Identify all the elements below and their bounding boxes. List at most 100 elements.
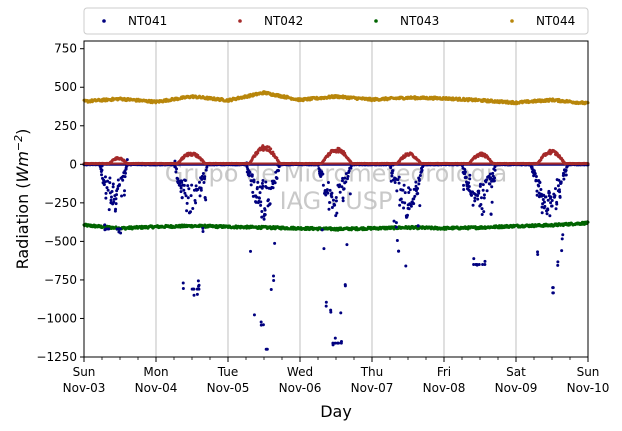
data-point [334,199,338,203]
legend-label-nt044: NT044 [536,14,575,28]
data-point [420,168,424,172]
data-point [183,179,187,183]
data-point [543,204,547,208]
data-point [395,189,399,193]
x-tick-day: Thu [360,365,384,379]
y-tick-label: −1000 [36,311,77,325]
data-point [338,183,342,187]
data-point [560,237,564,241]
data-point [481,183,485,187]
data-point [260,209,264,213]
x-tick-date: Nov-07 [351,381,394,395]
data-point [416,187,420,191]
data-point [473,196,477,200]
data-point [184,194,188,198]
legend-label-nt041: NT041 [128,14,167,28]
data-point [468,173,472,177]
data-point [328,200,332,204]
data-point [535,193,539,197]
data-point [395,239,399,243]
x-axis-label: Day [320,402,352,421]
data-point [327,207,331,211]
data-point [348,192,352,196]
data-point [556,263,560,267]
data-point [262,217,266,221]
data-point [542,200,546,204]
data-point [103,175,107,179]
x-tick-date: Nov-03 [63,381,106,395]
data-point [394,221,398,225]
series-layer [82,90,590,351]
data-point [115,193,119,197]
data-point [339,311,343,315]
data-point [201,230,205,233]
data-point [247,174,251,178]
data-point [185,209,189,213]
data-point [259,320,263,324]
data-point [488,182,492,186]
data-point [476,194,480,198]
data-point [549,195,553,199]
data-point [533,172,537,176]
data-point [192,293,196,297]
data-point [345,243,349,247]
data-point [546,198,550,202]
data-point [197,180,201,184]
data-point [535,189,539,193]
data-point [554,207,558,211]
data-point [198,194,202,198]
data-point [260,181,264,185]
data-point [109,198,113,202]
data-point [479,202,483,206]
data-point [389,179,393,183]
data-point [482,193,486,197]
data-point [175,167,178,171]
data-point [390,171,394,175]
data-point [471,203,475,207]
data-point [562,177,566,181]
data-point [334,214,338,218]
data-point [413,194,417,198]
data-point [197,287,201,291]
data-point [541,197,545,201]
data-point [201,226,205,230]
data-point [558,195,562,199]
data-point [191,207,195,211]
data-point [558,190,562,194]
data-point [249,183,253,187]
data-point [414,189,418,193]
grid-lines [155,41,517,357]
data-point [120,194,124,198]
data-point [344,180,348,184]
data-point [121,178,125,182]
data-point [555,202,559,206]
data-point [125,158,129,162]
data-point [337,341,341,345]
data-point [252,180,256,184]
data-point [468,177,472,181]
data-point [100,168,104,172]
data-point [256,151,260,155]
data-point [269,288,273,292]
data-point [118,227,122,231]
data-point [250,173,254,177]
data-point [249,249,253,253]
data-point [488,172,492,176]
legend-marker-nt041 [102,19,106,23]
data-point [409,204,413,208]
data-point [561,233,565,237]
data-point [489,176,493,180]
y-tick-label: 750 [54,42,77,56]
data-point [462,183,466,187]
data-point [391,169,395,173]
data-point [537,191,541,195]
data-point [407,186,411,190]
data-point [493,176,497,180]
data-point [343,284,347,288]
data-point [185,201,189,205]
data-point [103,223,107,227]
data-point [401,188,405,192]
data-point [189,210,193,214]
x-tick-day: Sat [506,365,526,379]
x-tick-day: Fri [437,365,451,379]
